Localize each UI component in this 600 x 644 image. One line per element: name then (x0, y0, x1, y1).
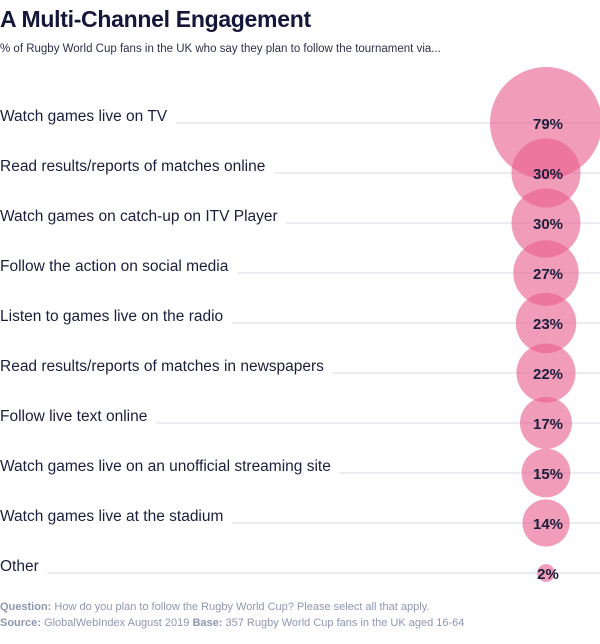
question-label: Question: (0, 601, 52, 613)
base-text: 357 Rugby World Cup fans in the UK aged … (225, 617, 465, 629)
bubble (520, 397, 572, 449)
value-label: 79% (533, 116, 563, 133)
category-label: Listen to games live on the radio (0, 308, 223, 325)
bubble (511, 188, 581, 258)
value-label: 15% (533, 466, 563, 483)
category-label: Follow the action on social media (0, 258, 229, 275)
value-label: 23% (533, 316, 563, 333)
category-label: Watch games on catch-up on ITV Player (0, 208, 278, 225)
footer-source: Source: GlobalWebIndex August 2019 Base:… (0, 617, 464, 629)
category-label: Follow live text online (0, 408, 147, 425)
category-label: Watch games live on TV (0, 108, 168, 125)
value-label: 2% (537, 566, 559, 583)
category-label: Watch games live at the stadium (0, 508, 223, 525)
value-label: 27% (533, 266, 563, 283)
category-label: Read results/reports of matches online (0, 158, 265, 175)
value-label: 30% (533, 216, 563, 233)
bubble (513, 240, 579, 306)
bubble (511, 138, 581, 208)
bubble (515, 292, 577, 354)
question-text: How do you plan to follow the Rugby Worl… (54, 601, 430, 613)
value-label: 17% (533, 416, 563, 433)
chart-title: A Multi-Channel Engagement (0, 6, 311, 32)
footer-question: Question: How do you plan to follow the … (0, 601, 429, 613)
category-label: Other (0, 558, 39, 575)
category-label: Watch games live on an unofficial stream… (0, 458, 331, 475)
source-text: GlobalWebIndex August 2019 (44, 617, 190, 629)
value-label: 22% (533, 366, 563, 383)
bubble (522, 499, 570, 547)
category-label: Read results/reports of matches in newsp… (0, 358, 324, 375)
base-label: Base: (192, 617, 223, 629)
value-label: 30% (533, 166, 563, 183)
source-label: Source: (0, 617, 41, 629)
value-label: 14% (533, 516, 563, 533)
bubble-chart: Watch games live on TV Read results/repor… (0, 67, 600, 583)
chart-subtitle: % of Rugby World Cup fans in the UK who … (0, 43, 441, 55)
bubble (537, 564, 555, 582)
bubble (521, 448, 571, 498)
bubble (516, 343, 576, 403)
